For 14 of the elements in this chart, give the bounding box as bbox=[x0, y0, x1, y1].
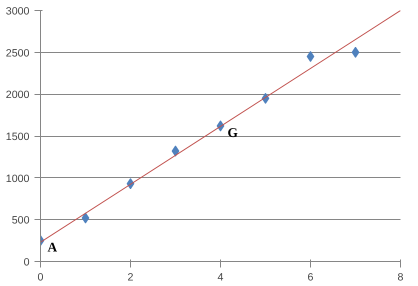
y-tick-label: 2500 bbox=[6, 47, 30, 60]
annotation: G bbox=[228, 124, 238, 140]
x-tick-label: 2 bbox=[128, 272, 134, 284]
x-tick-label: 8 bbox=[398, 272, 404, 284]
annotation: A bbox=[48, 240, 58, 255]
y-tick-label: 1500 bbox=[6, 131, 30, 143]
x-tick-label: 4 bbox=[218, 272, 224, 284]
y-tick-label: 1000 bbox=[6, 172, 30, 185]
x-tick-label: 0 bbox=[38, 272, 44, 284]
x-tick-label: 6 bbox=[308, 272, 314, 284]
y-tick-label: 2000 bbox=[6, 89, 30, 102]
y-tick-label: 500 bbox=[12, 214, 30, 227]
y-tick-label: 0 bbox=[24, 256, 30, 268]
y-tick-label: 3000 bbox=[6, 6, 30, 18]
